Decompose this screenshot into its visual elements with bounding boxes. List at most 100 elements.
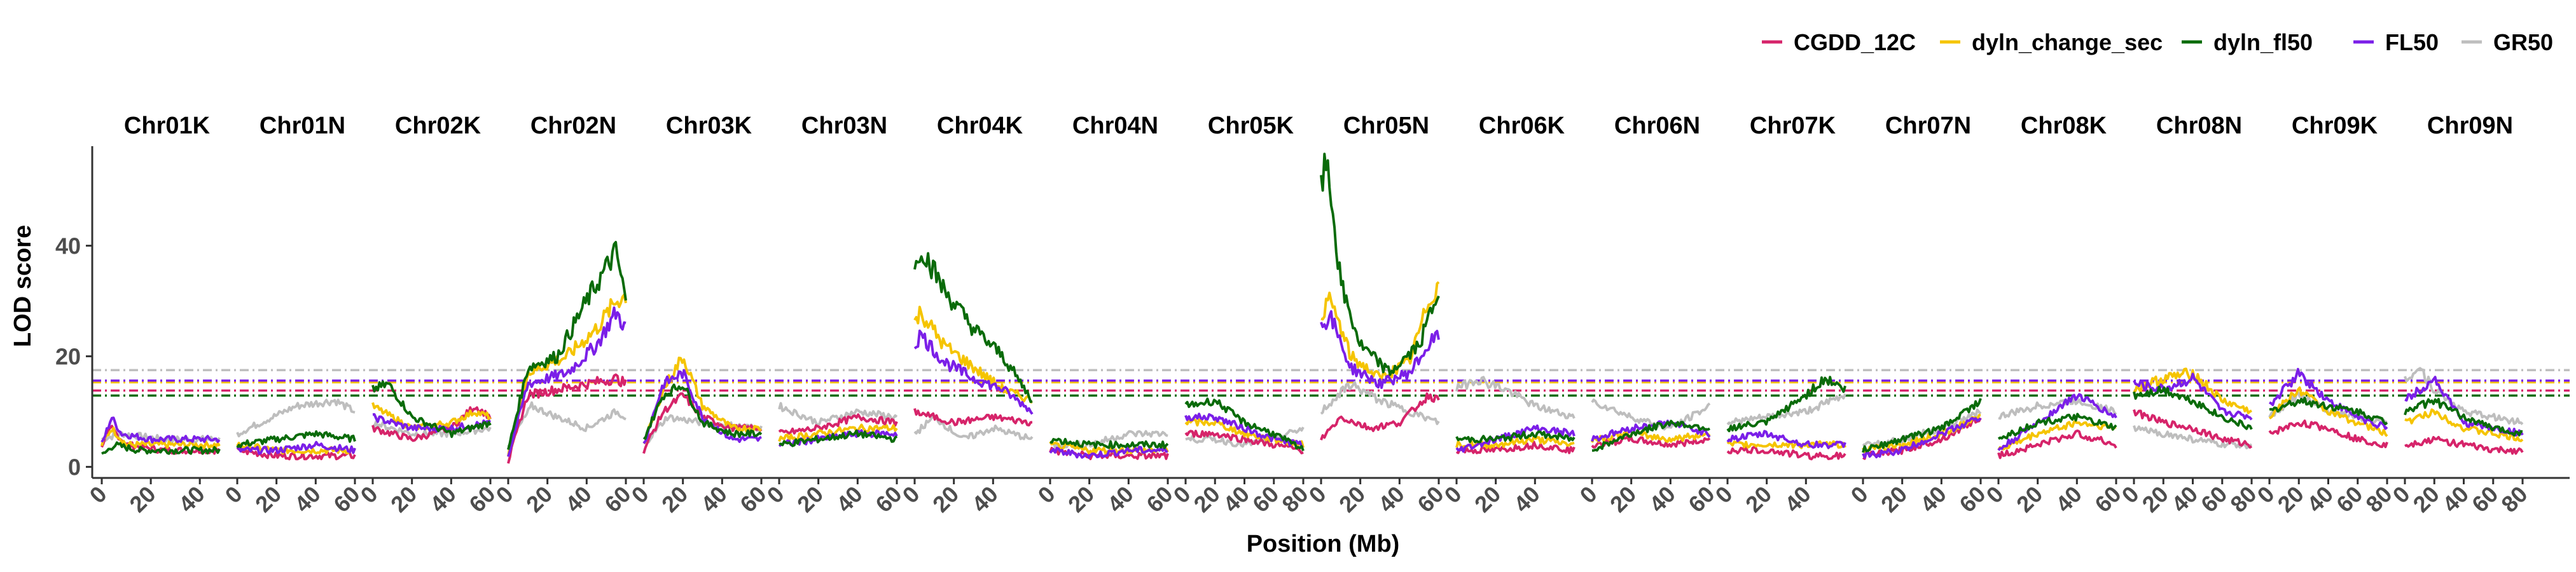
series-line-GR50 [1455,376,1575,419]
series-line-FL50 [100,416,221,444]
series-line-dyln_change_sec [1320,281,1440,381]
x-tick-label: 20 [1063,481,1099,517]
x-tick-label: 40 [174,481,210,517]
series-line-dyln_fl50 [779,429,898,447]
facet-label: Chr09N [2427,112,2513,139]
facet-label: Chr05N [1343,112,1429,139]
x-tick-label: 40 [560,481,597,517]
facet-label: Chr08N [2156,112,2242,139]
series-line-CGDD_12C [1997,429,2117,460]
x-tick-label: 0 [220,481,247,508]
series-line-GR50 [236,398,356,438]
series-line-dyln_fl50 [1862,398,1982,453]
series-line-dyln_fl50 [1726,376,1846,433]
facet-label: Chr06K [1479,112,1565,139]
series-line-CGDD_12C [2404,435,2524,455]
facet-label: Chr03K [666,112,752,139]
series-line-CGDD_12C [1455,440,1575,454]
series-line-dyln_fl50 [1997,412,2117,440]
series-line-dyln_fl50 [913,252,1033,404]
series-line-dyln_fl50 [1320,153,1440,376]
x-axis-title: Position (Mb) [1247,531,1400,557]
x-tick-label: 20 [927,481,964,517]
series-line-CGDD_12C [1320,392,1440,440]
x-tick-label: 20 [792,481,828,517]
x-tick-label: 20 [2011,481,2047,517]
series-line-FL50 [1320,310,1440,390]
facet-label: Chr02N [530,112,616,139]
x-tick-label: 40 [289,481,326,517]
series-line-CGDD_12C [236,446,356,461]
x-tick-label: 40 [831,481,868,517]
series-line-FL50 [1049,446,1168,460]
x-tick-label: 20 [1876,481,1912,517]
x-tick-label: 40 [1102,481,1139,517]
y-tick-label: 40 [55,233,81,259]
series-line-dyln_fl50 [1184,397,1305,451]
facet-label: Chr07K [1750,112,1836,139]
series-line-dyln_change_sec [2133,367,2252,414]
series-line-CGDD_12C [1184,430,1304,454]
series-line-dyln_fl50 [236,430,356,449]
series-line-GR50 [2404,367,2524,425]
series-line-GR50 [2133,425,2253,449]
series-line-GR50 [1726,393,1846,426]
facet-label: Chr07N [1885,112,1971,139]
series-line-FL50 [2133,372,2253,421]
series-line-CGDD_12C [2268,419,2388,449]
series-line-CGDD_12C [371,406,492,442]
facet-labels: Chr01K Chr01N Chr02K Chr02N Chr03K Chr03N Chr0… [124,112,2513,139]
series-line-GR50 [1591,398,1711,431]
x-tick-label: 20 [1334,481,1370,517]
legend-label: FL50 [2385,29,2439,55]
x-tick-label: 0 [85,481,112,508]
series-line-dyln_fl50 [101,441,221,455]
x-tick-label: 0 [1846,481,1873,508]
x-tick-label: 20 [1469,481,1506,517]
x-tick-label: 0 [1575,481,1602,508]
series-line-dyln_fl50 [1455,430,1575,444]
facet-label: Chr04N [1072,112,1158,139]
series-line-CGDD_12C [1726,446,1846,461]
series-line-CGDD_12C [778,413,898,435]
series-line-dyln_fl50 [2269,397,2388,426]
x-tick-label: 40 [696,481,732,517]
facet-label: Chr02K [395,112,481,139]
x-tick-label: 40 [1915,481,1951,517]
series-line-FL50 [236,440,356,455]
x-tick-label: 20 [124,481,160,517]
legend-label: CGDD_12C [1794,29,1916,55]
series-line-GR50 [1320,381,1440,425]
series-line-dyln_fl50 [1049,437,1169,449]
series-line-FL50 [1997,393,2117,451]
series-line-FL50 [1726,430,1846,449]
legend: CGDD_12C dyln_change_sec dyln_fl50 FL50 GR50 [1762,29,2553,55]
facet-label: Chr09K [2292,112,2378,139]
x-tick-label: 20 [521,481,557,517]
series-line-dyln_change_sec [1591,430,1711,443]
x-tick-label: 40 [2051,481,2087,517]
series-line-CGDD_12C [507,373,627,464]
series-line-dyln_fl50 [2404,398,2523,437]
x-tick-label: 40 [1509,481,1545,517]
series-line-dyln_fl50 [507,241,627,450]
facet-label: Chr08K [2021,112,2107,139]
series-line-FL50 [913,329,1034,415]
x-tick-label: 20 [385,481,422,517]
series-line-CGDD_12C [913,408,1033,426]
facet-label: Chr01K [124,112,211,139]
x-tick-label: 80 [2496,481,2532,517]
facet-label: Chr05K [1208,112,1294,139]
series-line-FL50 [2404,376,2524,437]
series-line-GR50 [507,401,627,447]
facet-label: Chr04K [937,112,1023,139]
series-line-dyln_change_sec [100,426,221,449]
y-tick-label: 20 [55,344,81,370]
x-tick-label: 40 [1644,481,1680,517]
x-tick-label: 0 [1033,481,1060,508]
series-line-FL50 [2269,367,2388,430]
series-line-dyln_change_sec [642,357,762,445]
x-tick-label: 40 [1373,481,1409,517]
series-line-CGDD_12C [2133,409,2253,449]
series-line-GR50 [778,402,898,427]
